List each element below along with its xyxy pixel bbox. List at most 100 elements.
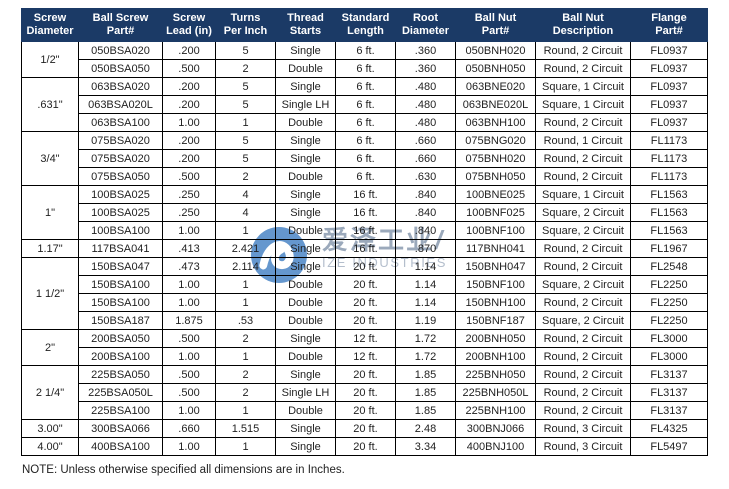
cell-turns: 2 xyxy=(215,365,276,384)
cell-part: 200BSA050 xyxy=(78,329,163,348)
cell-root: .840 xyxy=(395,221,456,240)
cell-starts: Single xyxy=(275,419,336,438)
cell-starts: Double xyxy=(275,59,336,78)
cell-starts: Double xyxy=(275,275,336,294)
catalog-page: 爱泽工业 / IZE INDUSTRIES Screw Diameter Ball … xyxy=(0,8,729,489)
cell-turns: 1 xyxy=(215,401,276,420)
cell-desc: Square, 2 Circuit xyxy=(535,203,631,222)
cell-root: .840 xyxy=(395,185,456,204)
cell-turns: 1 xyxy=(215,437,276,456)
cell-part: 225BSA050L xyxy=(78,383,163,402)
cell-starts: Double xyxy=(275,347,336,366)
table-row: 150BSA100 1.00 1 Double 20 ft. 1.14 150BNF100 S… xyxy=(22,275,708,294)
cell-flange: FL2250 xyxy=(630,293,708,312)
cell-flange: FL4325 xyxy=(630,419,708,438)
col-header-length: Standard Length xyxy=(335,8,396,42)
cell-turns: .53 xyxy=(215,311,276,330)
cell-turns: 2.114 xyxy=(215,257,276,276)
cell-part: 050BSA050 xyxy=(78,59,163,78)
col-header-lead: Screw Lead (in) xyxy=(162,8,216,42)
table-row: 1/2" 050BSA020.200 5 Single 6 ft. .360 050BNH0… xyxy=(21,41,708,78)
cell-nut: 225BNH050 xyxy=(455,365,536,384)
cell-desc: Round, 2 Circuit xyxy=(535,401,631,420)
cell-flange: FL2250 xyxy=(630,275,708,294)
cell-turns: 5 xyxy=(215,131,276,150)
cell-lead: .660 xyxy=(162,419,216,438)
cell-lead: .200 xyxy=(162,95,216,114)
cell-starts: Single xyxy=(275,257,336,276)
col-header-turns: Turns Per Inch xyxy=(215,8,276,42)
cell-nut: 063BNE020L xyxy=(455,95,536,114)
cell-desc: Round, 2 Circuit xyxy=(535,113,631,132)
cell-flange: FL1967 xyxy=(630,239,708,258)
table-row: 050BSA050.500 2 Double 6 ft. .360 050BNH050 Ro… xyxy=(22,59,708,78)
cell-nut: 075BNG020 xyxy=(455,131,536,150)
cell-starts: Double xyxy=(275,113,336,132)
cell-nut: 200BNH050 xyxy=(455,329,536,348)
table-row: 1" 100BSA025.250 4 Single 16 ft. .840 100BNE02… xyxy=(21,185,708,240)
table-row: 150BSA100 1.00 1 Double 20 ft. 1.14 150BNH100 R… xyxy=(22,293,708,312)
screw-diameter-cell: 1.17" xyxy=(21,239,79,258)
cell-flange: FL2250 xyxy=(630,311,708,330)
cell-length: 16 ft. xyxy=(335,203,396,222)
cell-flange: FL1173 xyxy=(630,131,708,150)
cell-length: 20 ft. xyxy=(335,257,396,276)
cell-lead: .500 xyxy=(162,59,216,78)
cell-root: .870 xyxy=(395,239,456,258)
cell-length: 20 ft. xyxy=(335,401,396,420)
table-row: .631" 063BSA020.200 5 Single 6 ft. .480 063BNE… xyxy=(21,77,708,132)
cell-root: 3.34 xyxy=(395,437,456,456)
screw-diameter-cell: 1 1/2" xyxy=(21,257,79,330)
cell-root: .660 xyxy=(395,149,456,168)
cell-part: 063BSA020L xyxy=(78,95,163,114)
screw-diameter-cell: 2" xyxy=(21,329,79,366)
cell-flange: FL0937 xyxy=(630,59,708,78)
cell-starts: Single xyxy=(275,41,336,60)
table-row: 3/4" 075BSA020.200 5 Single 6 ft. .660 075BNG0… xyxy=(21,131,708,186)
cell-starts: Single xyxy=(275,185,336,204)
cell-starts: Single xyxy=(275,329,336,348)
cell-flange: FL0937 xyxy=(630,113,708,132)
cell-starts: Single xyxy=(275,239,336,258)
cell-lead: 1.00 xyxy=(162,437,216,456)
cell-nut: 063BNH100 xyxy=(455,113,536,132)
cell-flange: FL1563 xyxy=(630,203,708,222)
cell-part: 063BSA100 xyxy=(78,113,163,132)
cell-root: .840 xyxy=(395,203,456,222)
cell-turns: 1 xyxy=(215,347,276,366)
cell-starts: Single LH xyxy=(275,95,336,114)
cell-flange: FL1563 xyxy=(630,221,708,240)
cell-desc: Round, 2 Circuit xyxy=(535,293,631,312)
cell-part: 100BSA025 xyxy=(78,185,163,204)
table-row: 225BSA100 1.00 1 Double 20 ft. 1.85 225BNH100 R… xyxy=(22,401,708,420)
cell-nut: 063BNE020 xyxy=(455,77,536,96)
cell-length: 6 ft. xyxy=(335,131,396,150)
cell-nut: 075BNH050 xyxy=(455,167,536,186)
cell-flange: FL5497 xyxy=(630,437,708,456)
cell-nut: 075BNH020 xyxy=(455,149,536,168)
cell-desc: Round, 2 Circuit xyxy=(535,59,631,78)
table-row: 100BSA100 1.00 1 Double 16 ft. .840 100BNF100 S… xyxy=(22,221,708,240)
col-header-flange: Flange Part# xyxy=(630,8,708,42)
cell-root: .480 xyxy=(395,113,456,132)
cell-nut: 225BNH100 xyxy=(455,401,536,420)
cell-part: 075BSA020 xyxy=(78,149,163,168)
cell-starts: Double xyxy=(275,311,336,330)
cell-length: 6 ft. xyxy=(335,113,396,132)
cell-starts: Double xyxy=(275,293,336,312)
cell-part: 150BSA187 xyxy=(78,311,163,330)
cell-flange: FL3137 xyxy=(630,365,708,384)
cell-root: 1.14 xyxy=(395,293,456,312)
cell-root: 1.14 xyxy=(395,275,456,294)
cell-nut: 150BNH047 xyxy=(455,257,536,276)
col-header-nut: Ball Nut Part# xyxy=(455,8,536,42)
table-body: 1/2" 050BSA020.200 5 Single 6 ft. .360 050BNH0… xyxy=(21,41,708,456)
col-header-root: Root Diameter xyxy=(395,8,456,42)
cell-lead: 1.00 xyxy=(162,221,216,240)
cell-starts: Double xyxy=(275,167,336,186)
table-row: 4.00" 400BSA100 1.00 1 Single 20 ft. 3.34 400BN… xyxy=(21,437,708,456)
cell-lead: .413 xyxy=(162,239,216,258)
cell-lead: .500 xyxy=(162,329,216,348)
cell-turns: 2 xyxy=(215,329,276,348)
cell-lead: 1.00 xyxy=(162,275,216,294)
